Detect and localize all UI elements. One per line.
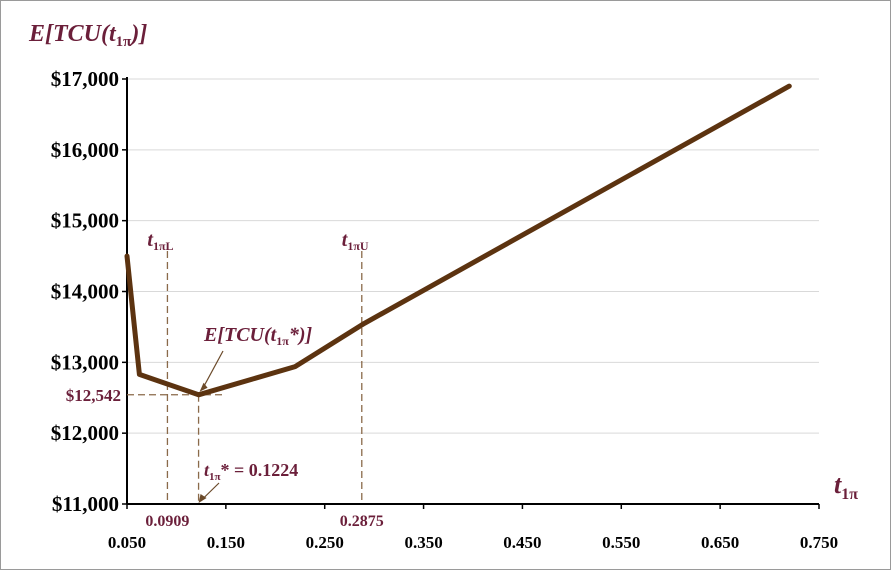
x-tick-label: 0.350 <box>404 533 442 552</box>
x-tick-label: 0.250 <box>306 533 344 552</box>
series-line <box>124 83 792 398</box>
optimum-point-label: E[TCU(t1π*)] <box>203 324 312 348</box>
x-tick-label: 0.650 <box>701 533 739 552</box>
optimum-x-arrowhead <box>198 494 207 503</box>
y-tick-label: $15,000 <box>51 209 119 233</box>
t-up-label: t1πU <box>342 229 369 253</box>
x-tick-label: 0.750 <box>800 533 838 552</box>
optimum-point-arrowhead <box>199 382 208 392</box>
t-up-value-label: 0.2875 <box>340 513 384 530</box>
grid-lines <box>127 78 819 434</box>
series <box>124 83 792 398</box>
x-tick-label: 0.450 <box>503 533 541 552</box>
x-tick-label: 0.050 <box>108 533 146 552</box>
t-low-label: t1πL <box>147 229 173 253</box>
x-tick-label: 0.150 <box>207 533 245 552</box>
x-axis-title: t1π <box>834 470 858 503</box>
optimum-x-label: t1π* = 0.1224 <box>204 460 298 483</box>
y-tick-label: $11,000 <box>52 492 119 516</box>
y-tick-label: $12,000 <box>51 421 119 445</box>
annotations <box>127 251 363 504</box>
t-low-value-label: 0.0909 <box>145 513 189 530</box>
axes <box>122 77 820 509</box>
x-tick-label: 0.550 <box>602 533 640 552</box>
labels: $11,000 $12,000 $13,000 $14,000 $15,000 $16,0… <box>28 21 858 552</box>
optimum-point-arrow <box>202 350 224 390</box>
y-tick-label: $16,000 <box>51 138 119 162</box>
optimum-y-label: $12,542 <box>66 386 121 405</box>
y-axis-title: E[TCU(t1π)] <box>28 21 147 50</box>
y-tick-label: $13,000 <box>51 350 119 374</box>
y-tick-label: $17,000 <box>51 67 119 91</box>
y-tick-label: $14,000 <box>51 280 119 304</box>
